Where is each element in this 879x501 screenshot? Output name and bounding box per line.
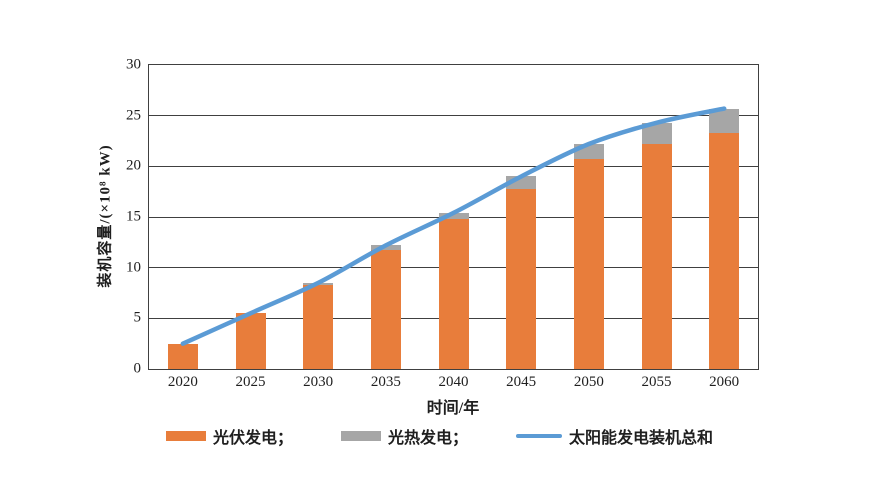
bar-pv-2040 <box>438 219 469 369</box>
legend: 光伏发电； 光热发电； 太阳能发电装机总和 <box>0 425 879 447</box>
bar-csp-2060 <box>709 108 740 133</box>
x-axis-title: 时间/年 <box>426 400 480 417</box>
y-tick-label: 15 <box>126 208 141 225</box>
y-tick-label: 0 <box>133 360 142 377</box>
x-tick-label: 2030 <box>303 374 334 390</box>
bar-pv-2020 <box>167 343 198 369</box>
legend-label-total: 太阳能发电装机总和 <box>569 430 714 447</box>
x-tick-label: 2020 <box>167 374 198 390</box>
legend-swatch-csp <box>340 431 381 441</box>
gridline <box>149 115 758 117</box>
bar-csp-2050 <box>573 144 604 160</box>
y-tick-label: 5 <box>133 309 142 326</box>
bar-pv-2045 <box>506 188 537 369</box>
bar-pv-2060 <box>709 132 740 369</box>
x-tick-label: 2055 <box>641 374 672 390</box>
bar-csp-2030 <box>303 282 334 285</box>
y-tick-label: 20 <box>126 157 141 174</box>
y-axis-ticks: 0 5 10 15 20 25 30 <box>0 57 142 376</box>
x-tick-label: 2050 <box>573 374 604 390</box>
bar-pv-2035 <box>370 250 401 369</box>
x-tick-label: 2025 <box>235 374 266 390</box>
bar-pv-2055 <box>641 144 672 369</box>
bar-pv-2050 <box>573 159 604 369</box>
x-tick-label: 2035 <box>370 374 401 390</box>
y-tick-label: 10 <box>126 259 141 276</box>
bar-csp-2045 <box>506 176 537 189</box>
bar-csp-2035 <box>370 245 401 251</box>
y-tick-label: 30 <box>126 56 141 73</box>
x-tick-label: 2045 <box>506 374 537 390</box>
bar-csp-2055 <box>641 122 672 145</box>
x-tick-label: 2040 <box>438 374 469 390</box>
legend-swatch-total-line <box>516 433 562 439</box>
y-tick-label: 25 <box>126 107 141 124</box>
x-axis-ticks: 2020 2025 2030 2035 2040 2045 2050 2055 2060 <box>149 375 758 395</box>
legend-item-total: 太阳能发电装机总和 <box>516 424 713 448</box>
legend-swatch-pv <box>165 431 206 441</box>
legend-item-pv: 光伏发电； <box>165 424 293 448</box>
plot-area <box>148 64 759 370</box>
legend-label-csp: 光热发电； <box>387 430 468 447</box>
legend-label-pv: 光伏发电； <box>212 430 293 447</box>
x-tick-label: 2060 <box>709 374 740 390</box>
legend-item-csp: 光热发电； <box>340 424 468 448</box>
bar-pv-2025 <box>235 313 266 369</box>
bar-pv-2030 <box>303 284 334 369</box>
bar-csp-2040 <box>438 212 469 220</box>
